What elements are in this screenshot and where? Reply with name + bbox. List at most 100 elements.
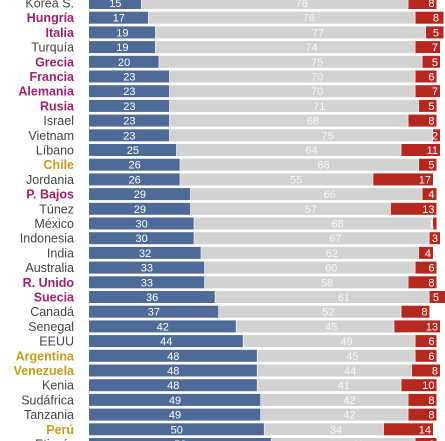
red-bar (415, 85, 440, 98)
gray-bar (169, 114, 408, 127)
red-value-label: 14 (419, 424, 431, 436)
red-value-label: 8 (428, 410, 434, 422)
category-label: Etiopía (35, 438, 74, 441)
gray-value-label: 42 (343, 410, 355, 422)
red-value-label: 6 (428, 72, 434, 84)
gray-bar (260, 408, 408, 421)
blue-bar (89, 305, 219, 318)
red-value-label: 8 (432, 366, 438, 378)
red-value-label: 4 (428, 189, 434, 201)
gray-value-label: 71 (313, 101, 325, 113)
blue-value-label: 26 (129, 174, 141, 186)
red-bar (390, 202, 437, 215)
blue-bar (89, 70, 170, 83)
gray-value-label: 45 (325, 321, 337, 333)
category-label: Venezuela (14, 364, 75, 378)
red-bar (415, 261, 437, 274)
red-bar (408, 114, 437, 127)
gray-bar (180, 158, 419, 171)
blue-value-label: 37 (148, 307, 160, 319)
red-value-label: 17 (419, 174, 431, 186)
category-label: Senegal (28, 320, 74, 334)
red-bar (383, 423, 433, 436)
gray-bar (159, 55, 422, 68)
blue-bar (89, 158, 180, 171)
gray-value-label: 74 (305, 42, 317, 54)
blue-bar (89, 129, 170, 142)
gray-value-label: 75 (311, 57, 323, 69)
gray-bar (176, 144, 401, 156)
gray-bar (141, 0, 408, 9)
category-label: Indonesia (20, 232, 74, 246)
red-value-label: 7 (432, 86, 438, 98)
red-bar (415, 349, 437, 362)
gray-value-label: 49 (341, 336, 353, 348)
blue-bar (89, 291, 215, 303)
blue-value-label: 48 (167, 351, 179, 363)
blue-value-label: 30 (136, 233, 148, 245)
category-label: Italia (46, 26, 76, 40)
gray-value-label: 76 (296, 0, 308, 10)
category-label: Vietnam (28, 129, 74, 143)
gray-value-label: 70 (311, 72, 323, 84)
category-label: Turquía (31, 41, 74, 55)
category-label: Túnez (39, 202, 74, 216)
red-value-label: 6 (428, 351, 434, 363)
red-bar (429, 291, 445, 303)
blue-bar (89, 261, 205, 274)
blue-value-label: 36 (146, 292, 158, 304)
blue-value-label: 17 (113, 13, 125, 25)
blue-bar (89, 0, 142, 9)
red-bar (418, 158, 437, 171)
red-bar (425, 26, 444, 39)
red-value-label: 7 (432, 42, 438, 54)
blue-value-label: 25 (127, 145, 139, 157)
blue-value-label: 23 (123, 116, 135, 128)
red-bar (401, 379, 437, 392)
category-labels: Korea S.HungríaItaliaTurquíaGreciaFranci… (14, 0, 75, 441)
category-label: Kenia (42, 379, 74, 393)
blue-bar (89, 202, 191, 215)
gray-value-label: 64 (305, 145, 317, 157)
gray-bar (194, 232, 429, 245)
red-bar (415, 11, 444, 24)
blue-bar (89, 364, 257, 377)
red-value-label: 8 (428, 277, 434, 289)
gray-bar (271, 438, 415, 441)
gray-bar (155, 26, 426, 39)
category-label: México (34, 217, 74, 231)
category-label: Australia (25, 261, 74, 275)
blue-value-label: 23 (123, 101, 135, 113)
red-value-label: 3 (432, 233, 438, 245)
category-label: Canadá (30, 305, 74, 319)
red-bar (432, 217, 437, 230)
red-value-label: 6 (428, 263, 434, 275)
category-label: R. Unido (23, 276, 75, 290)
blue-bar (89, 408, 261, 421)
red-bar (373, 173, 433, 186)
gray-value-label: 41 (338, 380, 350, 392)
gray-bar (190, 188, 422, 201)
red-value-label: 10 (422, 380, 434, 392)
red-value-label: 5 (432, 57, 438, 69)
blue-bar (89, 393, 261, 406)
gray-value-label: 70 (311, 86, 323, 98)
gray-value-label: 58 (321, 277, 333, 289)
red-value-label: 8 (421, 307, 427, 319)
gray-bar (215, 291, 429, 303)
gray-bar (257, 364, 412, 377)
blue-value-label: 29 (134, 189, 146, 201)
gray-value-label: 62 (326, 248, 338, 260)
category-label: Rusia (40, 99, 75, 113)
gray-value-label: 41 (352, 439, 364, 441)
gray-value-label: 67 (329, 233, 341, 245)
blue-bar (89, 349, 257, 362)
red-value-label: 8 (428, 0, 434, 10)
red-bar (422, 55, 440, 68)
blue-value-label: 19 (116, 27, 128, 39)
category-label: Suecia (34, 291, 75, 305)
red-value-label: 5 (428, 160, 434, 172)
category-label: P. Bajos (26, 188, 74, 202)
gray-bar (260, 393, 408, 406)
category-label: Sudáfrica (21, 393, 74, 407)
